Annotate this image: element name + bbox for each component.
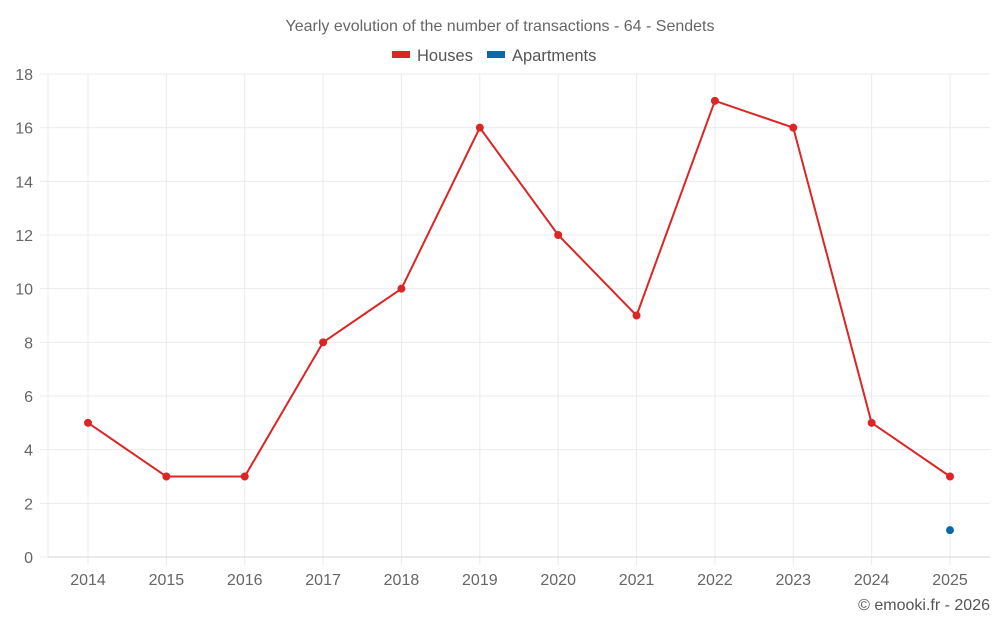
legend-item-houses[interactable]: Houses bbox=[392, 47, 473, 65]
x-tick-label: 2021 bbox=[619, 572, 655, 589]
data-point[interactable] bbox=[710, 96, 719, 105]
y-tick-label: 12 bbox=[15, 228, 33, 245]
y-tick-label: 10 bbox=[15, 282, 33, 299]
data-point[interactable] bbox=[397, 284, 406, 293]
x-tick-label: 2020 bbox=[540, 572, 576, 589]
legend-label: Apartments bbox=[512, 47, 596, 65]
legend-swatch bbox=[392, 51, 410, 58]
x-tick-label: 2024 bbox=[854, 572, 890, 589]
data-point[interactable] bbox=[946, 526, 954, 535]
data-point[interactable] bbox=[789, 123, 798, 132]
x-tick-label: 2014 bbox=[70, 572, 106, 589]
data-point[interactable] bbox=[162, 472, 171, 481]
series-line bbox=[87, 99, 951, 478]
x-tick-label: 2019 bbox=[462, 572, 498, 589]
data-point[interactable] bbox=[240, 472, 249, 481]
y-tick-label: 0 bbox=[24, 550, 33, 567]
data-point[interactable] bbox=[946, 472, 954, 481]
x-axis: 2014 2015 2016 2017 2018 2019 2020 2021 2022 2023… bbox=[48, 556, 990, 589]
legend-item-apartments[interactable]: Apartments bbox=[487, 47, 596, 65]
y-tick-label: 4 bbox=[24, 443, 33, 460]
y-tick-label: 18 bbox=[15, 67, 33, 84]
chart-title: Yearly evolution of the number of transa… bbox=[286, 18, 715, 35]
x-tick-label: 2015 bbox=[149, 572, 185, 589]
x-tick-label: 2018 bbox=[384, 572, 420, 589]
series-layer bbox=[84, 96, 954, 535]
y-tick-label: 16 bbox=[15, 121, 33, 138]
series-houses bbox=[84, 96, 954, 481]
x-tick-label: 2016 bbox=[227, 572, 263, 589]
x-tick-label: 2023 bbox=[775, 572, 811, 589]
x-tick-label: 2022 bbox=[697, 572, 733, 589]
x-tick-label: 2017 bbox=[305, 572, 341, 589]
y-tick-label: 6 bbox=[24, 389, 33, 406]
x-tick-label: 2025 bbox=[932, 572, 968, 589]
legend: Houses Apartments bbox=[392, 47, 596, 65]
data-point[interactable] bbox=[867, 418, 876, 427]
legend-label: Houses bbox=[417, 47, 473, 65]
y-axis: 0 2 4 6 8 10 12 14 16 18 bbox=[15, 67, 48, 567]
credit-text: © emooki.fr - 2026 bbox=[858, 597, 990, 614]
y-tick-label: 8 bbox=[24, 335, 33, 352]
y-tick-label: 14 bbox=[15, 174, 33, 191]
grid bbox=[47, 73, 990, 565]
data-point[interactable] bbox=[554, 231, 563, 239]
legend-swatch bbox=[487, 51, 505, 58]
data-point[interactable] bbox=[632, 311, 641, 320]
series-apartments bbox=[946, 526, 954, 535]
data-point[interactable] bbox=[319, 338, 328, 347]
y-tick-label: 2 bbox=[24, 496, 33, 513]
data-point[interactable] bbox=[84, 418, 92, 427]
data-point[interactable] bbox=[475, 123, 484, 132]
